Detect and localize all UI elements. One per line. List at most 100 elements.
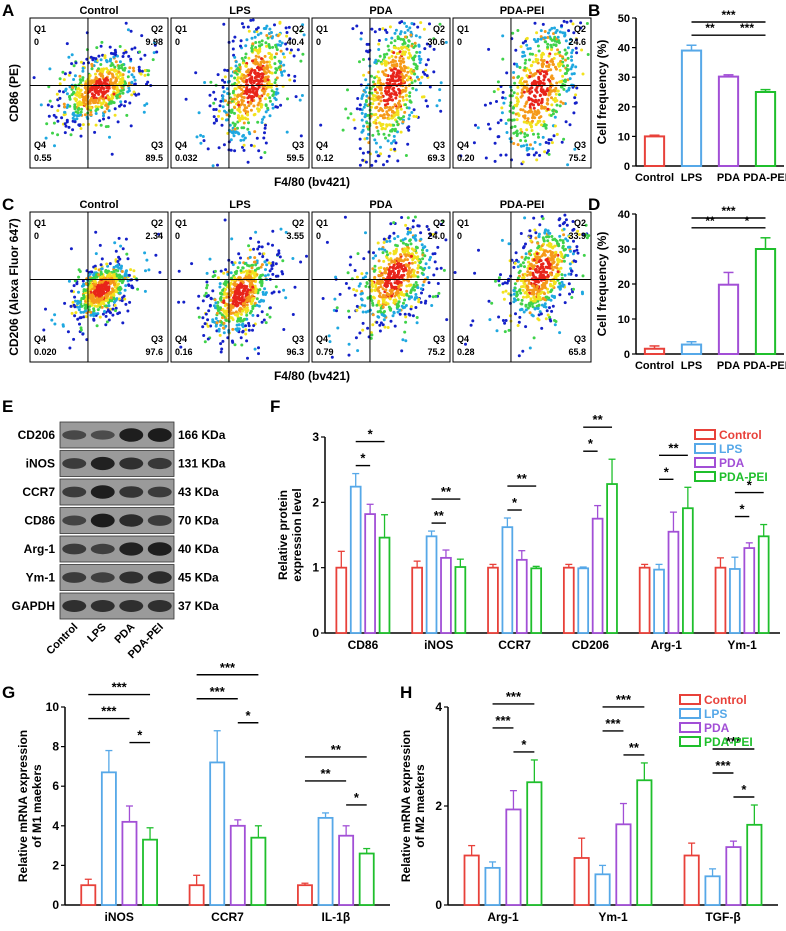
flow-event-dot — [243, 317, 246, 321]
flow-event-dot — [550, 96, 553, 100]
flow-event-dot — [263, 79, 267, 83]
flow-event-dot — [277, 249, 281, 253]
flow-event-dot — [81, 279, 85, 283]
flow-event-dot — [390, 54, 394, 58]
flow-event-dot — [219, 298, 223, 302]
flow-event-dot — [531, 273, 535, 277]
flow-event-dot — [255, 297, 259, 301]
flow-event-dot — [93, 312, 97, 316]
flow-event-dot — [224, 118, 228, 122]
flow-event-dot — [113, 53, 117, 56]
flow-event-dot — [120, 264, 123, 268]
flow-event-dot — [428, 22, 431, 26]
flow-event-dot — [103, 310, 106, 313]
flow-event-dot — [215, 311, 219, 315]
flow-event-dot — [242, 143, 246, 147]
flow-event-dot — [95, 324, 99, 328]
flow-event-dot — [263, 287, 267, 291]
flow-event-dot — [140, 34, 144, 38]
flow-event-dot — [72, 78, 76, 81]
flow-event-dot — [72, 64, 76, 68]
flow-event-dot — [275, 52, 278, 56]
flow-event-dot — [143, 73, 147, 77]
flow-event-dot — [371, 102, 375, 106]
flow-event-dot — [548, 306, 551, 310]
flow-event-dot — [93, 59, 97, 63]
flow-event-dot — [347, 342, 351, 346]
flow-event-dot — [403, 52, 407, 56]
flow-event-dot — [526, 117, 530, 121]
flow-event-dot — [277, 59, 281, 63]
flow-event-dot — [257, 266, 261, 270]
flow-event-dot — [404, 86, 408, 90]
flow-event-dot — [245, 303, 249, 307]
flow-event-dot — [534, 231, 538, 235]
flow-event-dot — [576, 251, 580, 255]
flow-event-dot — [399, 37, 403, 41]
flow-event-dot — [392, 260, 396, 264]
flow-event-dot — [100, 40, 104, 44]
flow-event-dot — [536, 246, 540, 250]
flow-event-dot — [377, 102, 381, 106]
flow-event-dot — [381, 126, 385, 130]
flow-event-dot — [44, 136, 48, 140]
q3-value: 96.3 — [286, 347, 304, 357]
flow-event-dot — [547, 31, 550, 35]
flow-event-dot — [371, 281, 375, 285]
flow-event-dot — [70, 53, 74, 57]
flow-event-dot — [529, 71, 533, 75]
flow-event-dot — [365, 121, 369, 125]
flow-event-dot — [405, 25, 409, 28]
flow-event-dot — [361, 328, 365, 332]
flow-event-dot — [229, 148, 233, 152]
flow-event-dot — [90, 303, 94, 307]
y-tick-label: 20 — [618, 102, 630, 114]
q4-label: Q4 — [316, 334, 328, 344]
flow-event-dot — [243, 287, 247, 291]
flow-event-dot — [363, 115, 367, 119]
flow-event-dot — [367, 127, 370, 131]
flow-event-dot — [249, 236, 253, 240]
flow-event-dot — [92, 290, 96, 294]
flow-event-dot — [346, 88, 349, 92]
q3-value: 75.2 — [427, 347, 445, 357]
flow-event-dot — [436, 245, 440, 249]
flow-event-dot — [501, 34, 505, 38]
flow-event-dot — [573, 147, 577, 151]
flow-event-dot — [413, 41, 417, 45]
flow-event-dot — [554, 86, 558, 90]
flow-event-dot — [104, 125, 108, 129]
flow-event-dot — [380, 313, 384, 316]
flow-event-dot — [129, 124, 133, 128]
flow-event-dot — [264, 97, 267, 101]
flow-event-dot — [556, 35, 560, 39]
flow-event-dot — [241, 330, 245, 334]
flow-event-dot — [212, 108, 216, 111]
flow-event-dot — [104, 314, 108, 318]
flow-event-dot — [263, 54, 267, 58]
flow-event-dot — [78, 270, 82, 273]
flow-event-dot — [384, 68, 388, 72]
flow-plot-title: LPS — [229, 5, 250, 17]
flow-event-dot — [365, 94, 369, 98]
flow-event-dot — [398, 21, 402, 25]
flow-event-dot — [251, 328, 254, 332]
flow-event-dot — [513, 282, 517, 286]
flow-event-dot — [546, 42, 550, 46]
flow-event-dot — [570, 296, 574, 299]
flow-event-dot — [266, 92, 270, 96]
flow-event-dot — [417, 224, 421, 228]
flow-event-dot — [392, 139, 396, 142]
flow-event-dot — [216, 163, 219, 167]
flow-event-dot — [370, 74, 373, 78]
flow-event-dot — [388, 297, 392, 301]
flow-event-dot — [250, 266, 254, 270]
flow-event-dot — [116, 260, 120, 263]
flow-event-dot — [551, 109, 555, 113]
flow-event-dot — [392, 123, 396, 127]
q1-value: 0 — [457, 37, 462, 47]
flow-event-dot — [581, 72, 585, 76]
flow-event-dot — [358, 147, 362, 151]
flow-event-dot — [390, 92, 394, 96]
flow-event-dot — [268, 315, 272, 319]
